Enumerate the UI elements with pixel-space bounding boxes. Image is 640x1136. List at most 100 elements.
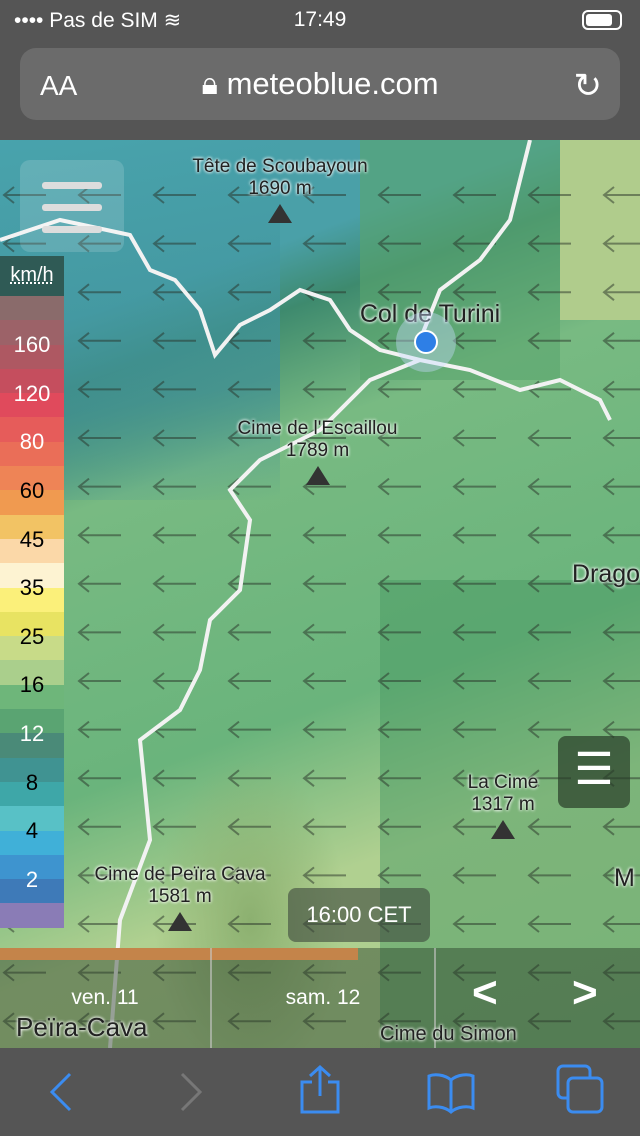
wind-arrow-icon <box>602 575 640 593</box>
wind-arrow-icon <box>377 477 421 496</box>
wind-arrow-icon <box>377 769 421 787</box>
forward-icon[interactable] <box>176 1070 206 1114</box>
wind-arrow-icon <box>227 818 271 836</box>
wind-arrow-icon <box>377 720 421 739</box>
day-saturday[interactable]: sam. 12 <box>212 948 436 1048</box>
wind-arrow-icon <box>452 623 496 642</box>
legend-label: 2 <box>25 866 39 892</box>
wind-arrow-icon <box>77 915 121 933</box>
peak-icon <box>491 820 515 839</box>
wind-arrow-icon <box>527 623 571 642</box>
legend-row: 80 <box>0 417 64 467</box>
wind-arrow-icon <box>527 332 571 350</box>
wind-arrow-icon <box>602 526 640 544</box>
wind-arrow-icon <box>77 720 121 739</box>
status-bar: •••• Pas de SIM ≋ 17:49 <box>0 0 640 40</box>
wind-arrow-icon <box>602 380 640 399</box>
wind-arrow-icon <box>527 866 571 885</box>
wind-map[interactable]: Tête de Scoubayoun 1690 m Cime de l'Escai… <box>0 140 640 1048</box>
wind-arrow-icon <box>452 720 496 739</box>
wind-arrow-icon <box>302 575 346 593</box>
text-size-button[interactable]: AA <box>40 70 78 101</box>
wind-arrow-icon <box>602 332 640 350</box>
wind-arrow-icon <box>152 380 196 399</box>
legend-row: 45 <box>0 514 64 564</box>
back-icon[interactable] <box>46 1070 76 1114</box>
bookmarks-icon[interactable] <box>426 1070 476 1114</box>
wind-arrow-icon <box>377 283 421 301</box>
wind-arrow-icon <box>602 1012 640 1030</box>
place-label: Cime de l'Escaillou 1789 m <box>200 418 435 485</box>
wind-arrow-icon <box>452 915 496 933</box>
next-button[interactable]: > <box>572 968 598 1017</box>
wind-arrow-icon <box>602 234 640 253</box>
wind-arrow-icon <box>77 380 121 399</box>
wind-arrow-icon <box>302 186 346 204</box>
wind-arrow-icon <box>152 818 196 836</box>
wind-arrow-icon <box>527 526 571 544</box>
wind-arrow-icon <box>2 1012 46 1030</box>
legend-band <box>0 903 64 928</box>
legend-band <box>0 296 64 321</box>
timeline[interactable] <box>0 948 640 1048</box>
wind-arrow-icon <box>227 186 271 204</box>
wind-arrow-icon <box>602 429 640 447</box>
wind-arrow-icon <box>77 769 121 787</box>
list-menu-button[interactable]: ☰ <box>558 736 630 808</box>
wind-arrow-icon <box>527 234 571 253</box>
wind-arrow-icon <box>227 234 271 253</box>
wind-arrow-icon <box>302 720 346 739</box>
wind-arrow-icon <box>227 769 271 787</box>
wind-arrow-icon <box>77 477 121 496</box>
legend-row: 16 <box>0 660 64 710</box>
location-marker[interactable] <box>396 312 456 372</box>
legend-unit[interactable]: km/h <box>0 256 64 296</box>
wind-arrow-icon <box>152 477 196 496</box>
wind-arrow-icon <box>527 1012 571 1030</box>
legend-row: 60 <box>0 466 64 515</box>
timeline-progress[interactable] <box>0 948 358 960</box>
wind-arrow-icon <box>77 672 121 690</box>
wind-arrow-icon <box>152 769 196 787</box>
wind-arrow-icon <box>452 1012 496 1030</box>
reload-icon[interactable]: ↻ <box>573 67 603 105</box>
wind-arrow-icon <box>227 720 271 739</box>
clock: 17:49 <box>293 8 347 31</box>
legend-label: 120 <box>13 380 51 406</box>
wind-arrow-icon <box>602 720 640 739</box>
wind-arrow-icon <box>302 526 346 544</box>
roads <box>0 140 612 1048</box>
wind-arrow-icon <box>227 963 271 982</box>
carrier-text: Pas de SIM <box>49 9 158 32</box>
wind-arrow-icon <box>77 429 121 447</box>
place-label: Tête de Scoubayoun 1690 m <box>170 156 390 223</box>
wind-arrow-icon <box>527 672 571 690</box>
wind-arrow-icon <box>452 672 496 690</box>
prev-button[interactable]: < <box>472 968 498 1017</box>
wind-arrow-icon <box>452 380 496 399</box>
tabs-icon[interactable] <box>556 1064 606 1116</box>
legend-label: 35 <box>19 575 45 601</box>
legend-label: 4 <box>25 818 39 844</box>
place-label: Cime du Simon <box>380 1023 517 1045</box>
legend-row: 2 <box>0 854 64 904</box>
wind-arrow-icon <box>152 1012 196 1030</box>
wind-arrow-icon <box>377 429 421 447</box>
day-friday[interactable]: ven. 11 <box>0 948 212 1048</box>
layers-menu-button[interactable] <box>20 160 124 252</box>
wind-arrow-icon <box>227 915 271 933</box>
share-icon[interactable] <box>298 1064 342 1116</box>
wind-arrow-icon <box>302 769 346 787</box>
legend-row: 35 <box>0 563 64 612</box>
place-label: La Cime 1317 m <box>450 772 556 839</box>
wind-arrow-icon <box>377 672 421 690</box>
wind-arrow-icon <box>302 963 346 982</box>
wind-arrow-icon <box>527 575 571 593</box>
url-text[interactable]: meteoblue.com <box>226 66 439 101</box>
wind-arrow-icon <box>602 866 640 885</box>
wind-arrow-icon <box>77 186 121 204</box>
wind-arrow-icon <box>152 332 196 350</box>
wind-arrow-icon <box>302 818 346 836</box>
address-bar[interactable]: AA 🔒︎ meteoblue.com ↻ <box>20 48 620 120</box>
wind-arrow-icon <box>77 332 121 350</box>
